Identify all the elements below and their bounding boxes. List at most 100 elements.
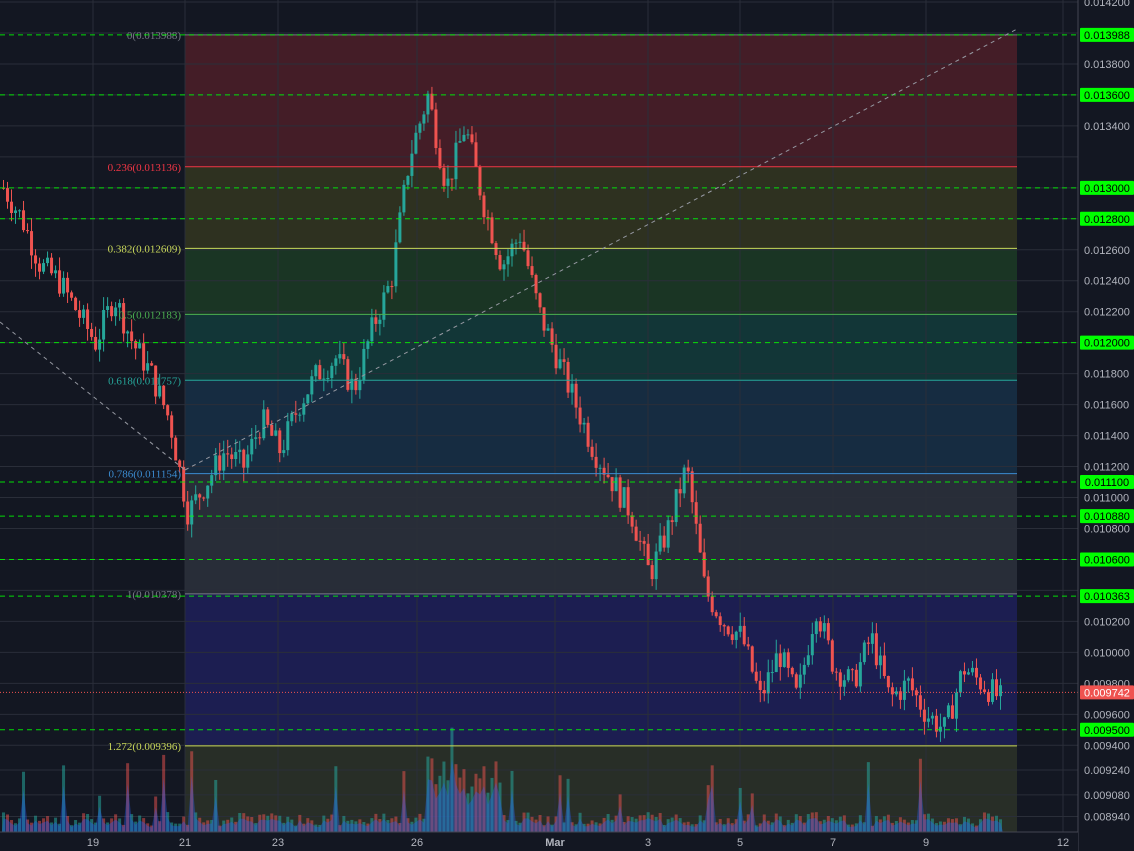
grid	[0, 0, 1078, 832]
candle-body	[446, 178, 450, 186]
candle-body	[186, 501, 190, 525]
volume-bar	[586, 823, 590, 832]
volume-bar	[670, 817, 674, 832]
fib-zone	[185, 473, 1017, 594]
candle-body	[118, 303, 122, 308]
volume-bar	[2, 812, 5, 832]
volume-bar	[554, 816, 558, 832]
candle-body	[194, 494, 198, 501]
candle-body	[282, 450, 286, 454]
candle-body	[690, 471, 694, 503]
candle-body	[274, 430, 278, 436]
volume-bar	[342, 815, 346, 832]
candle-body	[950, 705, 954, 719]
candle-body	[802, 664, 806, 675]
candle-body	[998, 685, 1002, 697]
candle-body	[790, 667, 794, 675]
level-tag-label: 0.011100	[1085, 477, 1129, 489]
candle-body	[354, 378, 358, 391]
volume-bar	[978, 819, 982, 832]
level-tag	[1080, 589, 1134, 604]
time-tick-label: 7	[830, 837, 836, 849]
volume-bar	[306, 818, 310, 832]
candle-body	[942, 717, 946, 727]
candle-body	[78, 310, 82, 318]
volume-bar	[138, 815, 142, 832]
price-tick-label: 0.010200	[1084, 616, 1130, 628]
candle-body	[474, 142, 478, 167]
fib-level-label: 0.236(0.013136)	[108, 162, 182, 174]
candle-body	[738, 625, 742, 632]
volume-bar	[826, 816, 830, 832]
candle-body	[362, 348, 366, 380]
candle-body	[610, 477, 614, 492]
candle-body	[586, 422, 590, 447]
volume-bar	[350, 819, 354, 832]
level-tag-label: 0.013600	[1084, 90, 1130, 102]
volume-bar	[374, 813, 378, 832]
candle-body	[18, 210, 22, 212]
price-tick-label: 0.009600	[1084, 709, 1130, 721]
volume-ma-area	[2, 758, 1003, 832]
price-tick-label: 0.013800	[1084, 59, 1130, 71]
candle-body	[778, 653, 782, 667]
volume-bar	[894, 821, 898, 832]
candle-body	[250, 438, 254, 455]
candle-body	[126, 331, 130, 334]
candle-body	[602, 467, 606, 475]
candle-body	[902, 680, 906, 700]
volume-bar	[726, 818, 730, 832]
candle-body	[66, 277, 70, 293]
volume-bar	[654, 816, 658, 832]
time-tick-label: 21	[179, 837, 191, 849]
volume-bar	[638, 815, 642, 832]
volume-bar	[358, 819, 362, 832]
candle-body	[922, 709, 926, 722]
time-tick-label: 5	[737, 837, 743, 849]
volume-bar	[610, 819, 614, 832]
candle-body	[886, 675, 890, 688]
volume-bar	[122, 824, 126, 832]
candle-body	[10, 201, 14, 214]
volume-bar	[754, 825, 758, 832]
level-tag-label: 0.010600	[1084, 554, 1130, 566]
volume-bar	[182, 816, 186, 832]
volume-bar	[898, 817, 902, 832]
candle-body	[402, 184, 406, 213]
candle-body	[294, 413, 298, 415]
trend-line	[184, 28, 1018, 471]
candle-body	[866, 642, 870, 644]
level-tag-label: 0.010363	[1084, 591, 1130, 603]
candle-body	[826, 623, 830, 641]
candle-body	[290, 413, 294, 422]
candle-body	[962, 671, 966, 675]
candle-body	[658, 535, 662, 552]
candle-body	[994, 679, 998, 697]
candle-body	[930, 715, 934, 719]
volume-bar	[378, 819, 382, 832]
candle-body	[846, 669, 850, 681]
volume-bar	[146, 823, 150, 832]
candle-body	[970, 667, 974, 673]
candle-body	[490, 217, 494, 244]
volume-bar	[22, 771, 26, 832]
volume-bar	[290, 819, 294, 832]
volume-bar	[574, 824, 578, 832]
candle-body	[170, 415, 174, 438]
volume-bar	[414, 817, 418, 832]
volume-bar	[910, 820, 914, 832]
current-price-tag	[1080, 685, 1134, 700]
candle-body	[966, 672, 970, 675]
volume-bar	[562, 822, 566, 832]
volume-bar	[886, 814, 890, 832]
candle-body	[386, 286, 390, 293]
volume-bar	[354, 821, 358, 832]
time-axis[interactable]: 19 21 23 26 Mar 3 5 7 9 12	[0, 831, 1078, 851]
volume-bar	[262, 814, 266, 832]
volume-bar	[506, 820, 510, 832]
price-axis[interactable]: 0.014200 0.013800 0.013400 0.012600 0.012400…	[1077, 0, 1134, 851]
volume-bar	[314, 824, 318, 832]
candle-body	[110, 306, 114, 317]
volume-bar	[730, 823, 734, 832]
